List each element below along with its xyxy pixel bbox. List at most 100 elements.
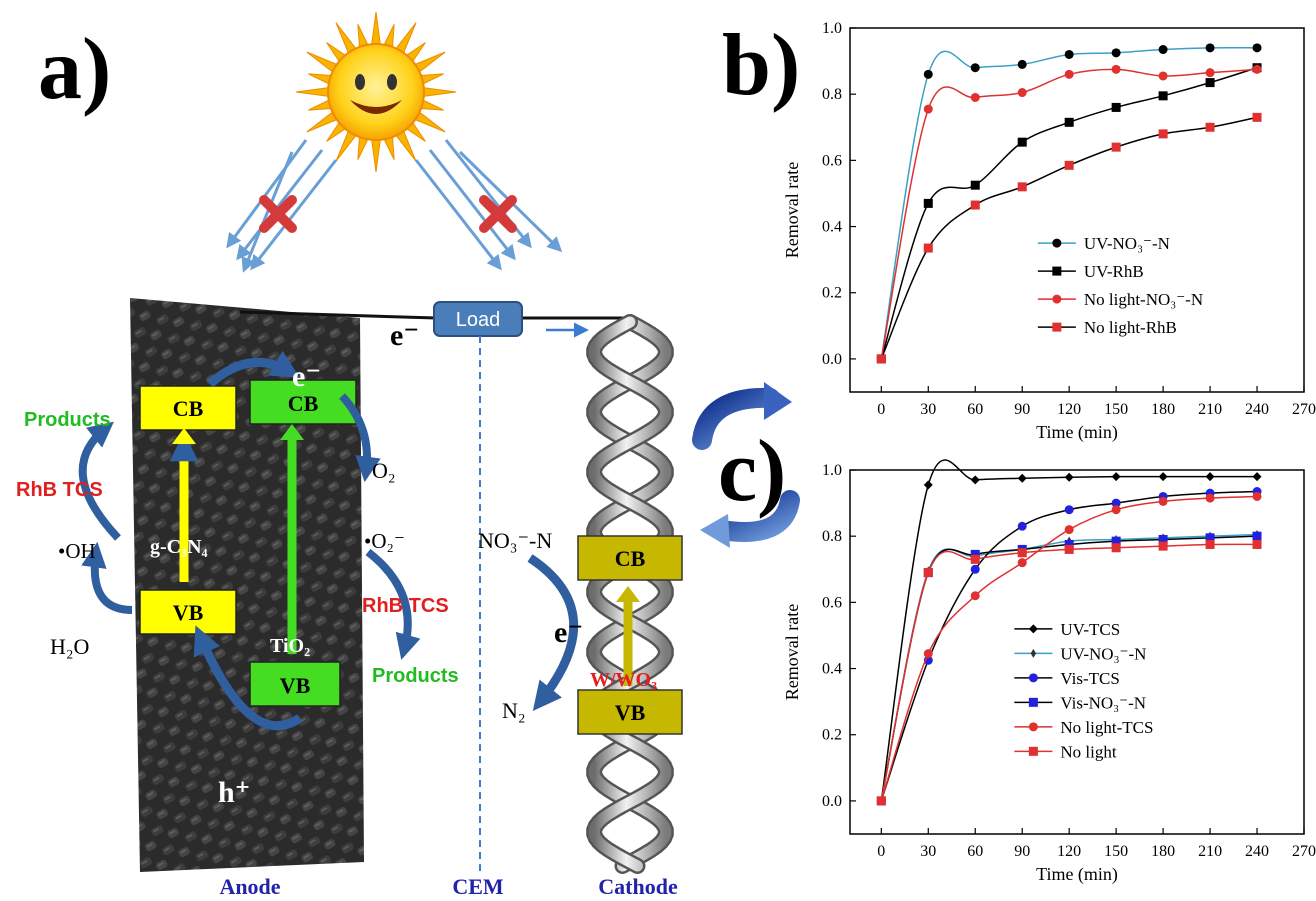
data-point [1111, 48, 1121, 58]
data-point [1064, 160, 1074, 170]
data-point [1017, 182, 1027, 192]
series-UV-NO₃⁻-N [876, 43, 1262, 364]
data-point [1111, 543, 1121, 553]
data-point [1205, 533, 1215, 543]
wo3-vb-box [577, 689, 683, 735]
y-axis-label: Removal rate [782, 162, 802, 258]
legend-label: UV-NO₃⁻-N [1060, 644, 1146, 663]
data-point [1064, 117, 1074, 127]
gc3n4-vb-label: VB [173, 600, 204, 625]
data-point [1158, 534, 1168, 544]
data-point [1252, 539, 1262, 549]
data-point [1205, 68, 1215, 78]
data-point [876, 354, 886, 364]
data-point [1252, 43, 1262, 53]
data-point [1111, 102, 1121, 112]
legend-label: Vis-TCS [1060, 669, 1119, 688]
data-point [1017, 548, 1027, 558]
data-point [970, 475, 980, 485]
wo3-vb-label: VB [615, 700, 646, 725]
x-tick-label: 240 [1245, 401, 1269, 418]
data-point [1111, 505, 1121, 515]
data-point [1158, 45, 1168, 55]
data-point [1111, 536, 1121, 546]
chart-b: 0 30 60 90 120 150 180 210 240 270 0.0 0.2 0.4 0.6 0.8… [782, 20, 1316, 443]
data-point [1111, 498, 1121, 508]
y-tick-label: 0.8 [822, 528, 842, 545]
series-line [880, 116, 1258, 360]
x-tick-label: 90 [1014, 401, 1030, 418]
legend-label: Vis-NO₃⁻-N [1060, 693, 1146, 712]
gc3n4-excitation-arrowhead [172, 428, 196, 444]
data-point [1028, 697, 1038, 707]
data-point [923, 243, 933, 253]
circuit-wire-left [239, 310, 437, 320]
products-right-label: Products [372, 665, 459, 687]
data-point [1052, 322, 1062, 332]
data-point [1017, 59, 1027, 69]
series-No light-RhB [876, 112, 1262, 364]
y-tick-label: 1.0 [822, 20, 842, 37]
data-point [970, 63, 980, 73]
anode-electron-label: e⁻ [292, 360, 321, 393]
rhb-tcs-right-label: RhB TCS [362, 595, 449, 617]
data-point [1158, 91, 1168, 101]
data-point [1017, 521, 1027, 531]
y-tick-label: 0.6 [822, 152, 842, 169]
panel-c-label: c) [718, 423, 786, 520]
nitrate-reduction-arrow [527, 554, 578, 711]
data-point [1111, 64, 1121, 74]
data-point [1064, 49, 1074, 59]
data-point [1030, 648, 1037, 658]
data-point [1028, 746, 1038, 756]
series-No light [876, 539, 1262, 806]
panel-a: a) [16, 11, 683, 899]
panel-b-label: b) [722, 17, 800, 114]
oh-to-products-arrow [78, 421, 121, 541]
y-tick-label: 0.8 [822, 86, 842, 103]
data-point [1205, 472, 1215, 482]
n2-label: N₂ [502, 698, 526, 723]
products-left-label: Products [24, 409, 111, 431]
x-tick-label: 0 [877, 843, 885, 860]
data-point [1111, 472, 1121, 482]
cathode-label: Cathode [598, 874, 678, 899]
data-point [1028, 722, 1038, 732]
data-point [923, 649, 933, 659]
x-tick-label: 30 [920, 843, 936, 860]
electron-transfer-arrow [206, 350, 300, 388]
data-point [1252, 64, 1262, 74]
data-point [1158, 71, 1168, 81]
oh-radical-label: •OH [58, 539, 96, 563]
x-tick-label: 120 [1057, 843, 1081, 860]
x-tick-label: 30 [920, 401, 936, 418]
x-tick-label: 150 [1104, 843, 1128, 860]
data-point [970, 554, 980, 564]
w-wo3-label: W/WO₃ [590, 669, 657, 691]
nitrate-label: NO₃⁻-N [478, 528, 552, 553]
chart-c: 0 30 60 90 120 150 180 210 240 270 0.0 0.2 0.4 0.6 0.8… [782, 459, 1316, 885]
data-point [970, 549, 980, 559]
legend-label: UV-TCS [1060, 620, 1120, 639]
legend-label: No light-NO₃⁻-N [1084, 290, 1203, 309]
plot-frame [849, 27, 1305, 393]
legend-label: No light-RhB [1084, 318, 1177, 337]
data-point [1017, 137, 1027, 147]
legend: UV-TCS UV-NO₃⁻-N Vis-TCS Vis-NO₃⁻-N No light… [1014, 620, 1153, 761]
o2-radical-to-products-arrow [365, 548, 421, 660]
series-line [880, 46, 1258, 360]
y-tick-label: 1.0 [822, 462, 842, 479]
hole-transfer-arrow [193, 625, 303, 731]
data-point [1205, 493, 1215, 503]
x-tick-label: 150 [1104, 401, 1128, 418]
tio2-label: TiO₂ [270, 635, 310, 657]
load-box [433, 301, 523, 337]
legend-label: No light [1060, 742, 1116, 761]
legend: UV-NO₃⁻-N UV-RhB No light-NO₃⁻-N No light-R… [1037, 234, 1203, 337]
gc3n4-label: g-C₃N₄ [150, 536, 208, 558]
data-point [970, 92, 980, 102]
data-point [1205, 78, 1215, 88]
plot-frame [849, 469, 1305, 835]
hole-label: h⁺ [218, 776, 251, 809]
data-point [1252, 112, 1262, 122]
